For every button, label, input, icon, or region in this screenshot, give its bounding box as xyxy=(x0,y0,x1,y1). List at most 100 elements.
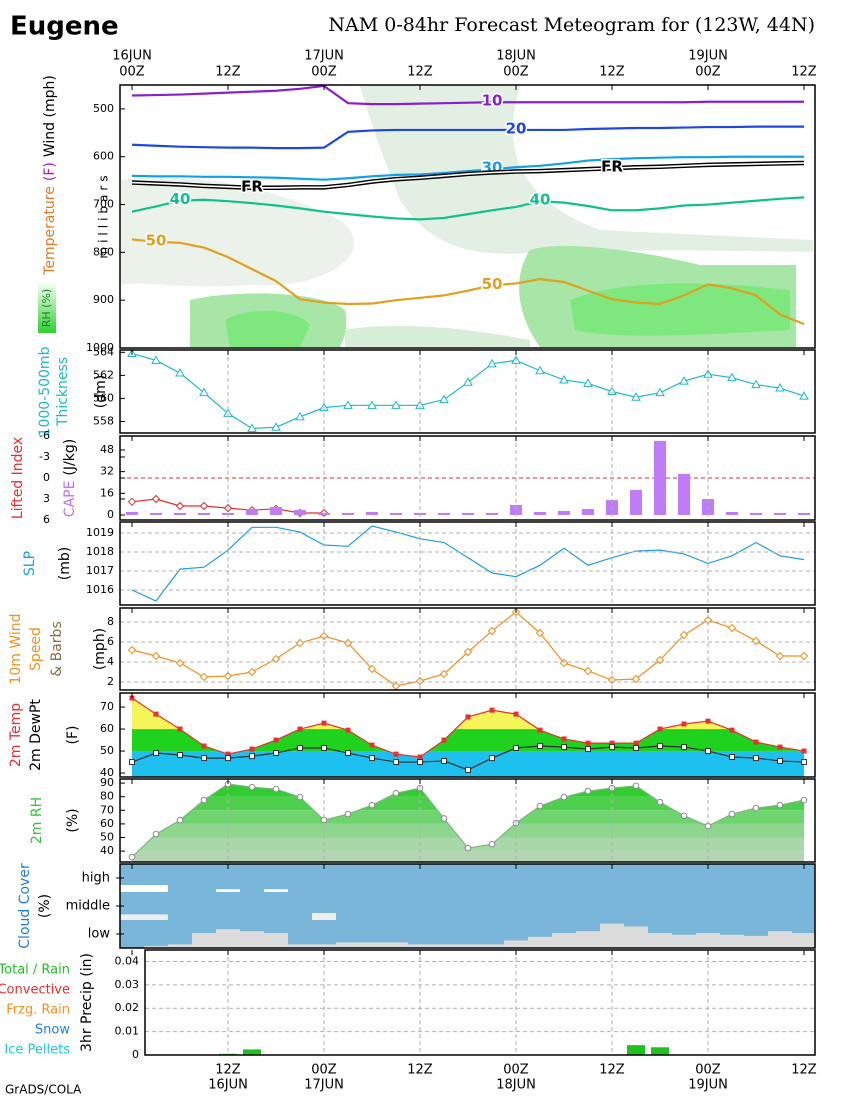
cloud-bar xyxy=(480,944,504,948)
area-band xyxy=(132,751,804,777)
marker xyxy=(199,387,209,397)
bar xyxy=(366,512,378,515)
cloud-bar xyxy=(264,889,288,892)
y-tick-label: 600 xyxy=(93,150,114,163)
marker xyxy=(513,744,519,751)
marker xyxy=(199,501,209,511)
marker xyxy=(128,853,136,861)
chart-title: NAM 0-84hr Forecast Meteogram for (123W,… xyxy=(328,14,815,36)
bar xyxy=(726,512,738,515)
y-tick-label: 60 xyxy=(100,817,114,830)
marker xyxy=(296,793,304,801)
marker xyxy=(751,636,761,646)
marker xyxy=(489,755,495,762)
legend-entry: Ice Pellets xyxy=(4,1043,70,1058)
legend-entry: Total / Rain xyxy=(0,963,70,978)
marker xyxy=(225,751,231,757)
marker xyxy=(583,666,593,676)
cloud-bar xyxy=(744,935,768,948)
y-axis-label-part: (F) xyxy=(42,162,58,181)
bottom-date-label: 16JUN xyxy=(208,1078,248,1093)
y-axis-label-part: (F) xyxy=(65,726,81,745)
marker xyxy=(439,669,449,679)
y-axis-label: Speed xyxy=(28,627,44,671)
y-tick-label: 8 xyxy=(107,615,114,628)
bar xyxy=(654,440,666,515)
y-tick-label: 558 xyxy=(93,414,114,427)
marker xyxy=(801,759,807,766)
cloud-bar xyxy=(360,942,384,948)
y-axis-label-part: (J/kg) xyxy=(62,439,78,476)
y-tick-label: 90 xyxy=(100,776,114,789)
marker xyxy=(153,711,159,717)
y-axis-label: 2m DewPt xyxy=(28,699,44,771)
marker xyxy=(487,626,497,636)
marker xyxy=(488,840,496,848)
y-axis-label: 2m Temp xyxy=(8,703,24,767)
legend-entry: Frzg. Rain xyxy=(6,1003,70,1018)
y-tick-label: 564 xyxy=(93,345,114,358)
bar xyxy=(558,510,570,515)
marker xyxy=(463,647,473,657)
bar xyxy=(198,512,210,515)
y-axis-label: Temperature (F) Wind (mph) xyxy=(42,75,58,276)
marker xyxy=(489,707,495,713)
marker xyxy=(271,422,281,431)
panel-frame xyxy=(119,778,816,863)
series-line xyxy=(131,352,805,429)
marker xyxy=(463,377,473,386)
marker xyxy=(681,744,687,751)
bar xyxy=(270,506,282,515)
marker xyxy=(800,796,808,804)
y-axis-label-part: 2m RH xyxy=(29,797,45,844)
y-axis-label-part: CAPE xyxy=(62,481,78,518)
y-tick-label: 6 xyxy=(43,513,50,526)
marker xyxy=(345,727,351,733)
contour-line xyxy=(131,196,805,221)
marker xyxy=(631,392,641,401)
series-line xyxy=(131,525,805,602)
y-tick-label: 6 xyxy=(107,635,114,648)
cloud-bar xyxy=(576,931,600,948)
marker xyxy=(249,753,255,760)
marker xyxy=(729,727,735,733)
bar xyxy=(294,509,306,515)
bottom-time-label: 12Z xyxy=(791,1063,817,1078)
marker xyxy=(536,802,544,810)
y-axis-label: Cloud Cover xyxy=(17,863,33,949)
cloud-bar xyxy=(552,933,576,948)
contour-label: 50 xyxy=(482,275,503,293)
top-time-label: 00Z xyxy=(503,65,529,80)
y-axis-label: Lifted Index xyxy=(10,437,26,519)
bar xyxy=(630,489,642,515)
bottom-date-label: 17JUN xyxy=(304,1078,344,1093)
y-tick-label: 0 xyxy=(43,471,50,484)
marker xyxy=(393,751,399,757)
bar xyxy=(174,512,186,515)
marker xyxy=(176,816,184,824)
marker xyxy=(391,400,401,409)
marker xyxy=(201,743,207,749)
marker xyxy=(561,744,567,751)
marker xyxy=(679,630,689,640)
cloud-bar xyxy=(792,933,816,948)
bottom-time-label: 00Z xyxy=(695,1063,721,1078)
marker xyxy=(247,423,257,432)
y-axis-label: 3hr Precip (in) xyxy=(79,953,95,1052)
y-tick-label: 800 xyxy=(93,245,114,258)
axis-label: millibars xyxy=(97,171,111,258)
marker xyxy=(129,695,135,701)
cloud-bar xyxy=(456,944,480,948)
marker xyxy=(632,782,640,790)
cloud-layer-label: middle xyxy=(66,899,110,914)
marker xyxy=(392,789,400,797)
marker xyxy=(535,628,545,638)
marker xyxy=(175,501,185,511)
contour-label: FR xyxy=(241,177,263,195)
marker xyxy=(753,739,759,745)
marker xyxy=(465,714,471,720)
marker xyxy=(199,672,209,682)
rh-label: RH (%) xyxy=(40,289,53,327)
panel-frame xyxy=(144,949,816,1056)
cloud-layer-label: high xyxy=(82,871,110,886)
